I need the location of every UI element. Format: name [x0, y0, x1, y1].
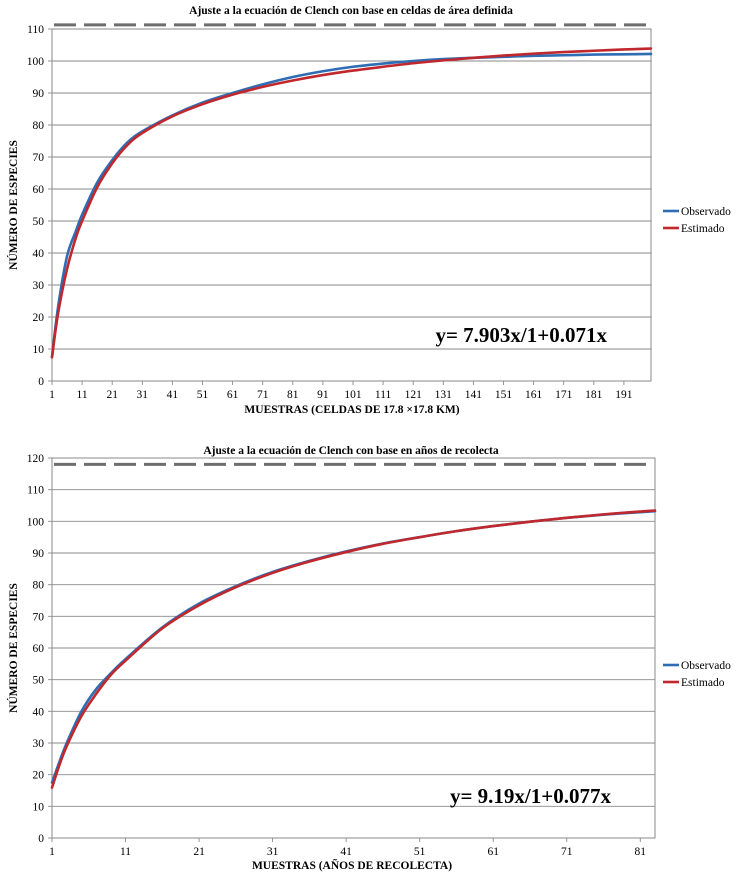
y-tick-label: 20 — [33, 312, 45, 324]
x-tick-label: 1 — [49, 389, 55, 401]
legend-label-observado: Observado — [681, 206, 731, 218]
y-tick-label: 90 — [33, 548, 45, 560]
equation-label: y= 7.903x/1+0.071x — [435, 323, 607, 347]
y-axis-label: NÚMERO DE ESPECIES — [6, 140, 20, 270]
x-tick-label: 1 — [49, 846, 55, 858]
chart-title: Ajuste a la ecuación de Clench con base … — [203, 445, 498, 457]
chart-anos: Ajuste a la ecuación de Clench con base … — [0, 445, 737, 881]
y-tick-label: 30 — [33, 280, 45, 292]
y-tick-label: 10 — [33, 801, 45, 813]
x-tick-label: 21 — [106, 389, 118, 401]
x-tick-label: 91 — [317, 389, 329, 401]
x-tick-label: 31 — [137, 389, 149, 401]
equation-label: y= 9.19x/1+0.077x — [450, 784, 612, 808]
x-tick-label: 71 — [561, 846, 573, 858]
series-line-estimado — [50, 509, 657, 789]
x-tick-label: 181 — [585, 389, 603, 401]
y-tick-label: 80 — [33, 580, 45, 592]
x-tick-label: 21 — [193, 846, 205, 858]
x-tick-label: 31 — [267, 846, 279, 858]
y-tick-label: 90 — [33, 88, 45, 100]
y-tick-label: 40 — [33, 248, 45, 260]
x-tick-label: 191 — [615, 389, 633, 401]
legend-label-observado: Observado — [681, 660, 731, 672]
x-tick-label: 11 — [120, 846, 131, 858]
y-tick-label: 40 — [33, 706, 45, 718]
series-line-estimado — [50, 47, 653, 359]
y-tick-label: 70 — [33, 152, 45, 164]
x-tick-label: 121 — [405, 389, 423, 401]
y-tick-label: 80 — [33, 120, 45, 132]
x-tick-label: 111 — [375, 389, 392, 401]
chart-celdas: Ajuste a la ecuación de Clench con base … — [0, 0, 737, 430]
x-tick-label: 81 — [635, 846, 647, 858]
x-tick-label: 171 — [555, 389, 573, 401]
y-tick-label: 120 — [27, 453, 45, 465]
x-tick-label: 141 — [465, 389, 483, 401]
y-tick-label: 30 — [33, 738, 45, 750]
x-tick-label: 131 — [435, 389, 453, 401]
x-tick-label: 61 — [487, 846, 499, 858]
series-line-observado — [50, 52, 653, 359]
x-tick-label: 61 — [227, 389, 239, 401]
y-axis-label: NÚMERO DE ESPECIES — [6, 583, 20, 713]
x-tick-label: 51 — [197, 389, 209, 401]
chart-celdas-svg: Ajuste a la ecuación de Clench con base … — [6, 5, 731, 416]
x-tick-label: 151 — [495, 389, 513, 401]
y-tick-label: 0 — [38, 376, 44, 388]
y-tick-label: 60 — [33, 643, 45, 655]
chart-anos-svg: Ajuste a la ecuación de Clench con base … — [6, 445, 731, 872]
x-tick-label: 11 — [77, 389, 88, 401]
y-tick-label: 110 — [27, 24, 44, 36]
x-tick-label: 71 — [257, 389, 269, 401]
x-axis-label: MUESTRAS (AÑOS DE RECOLECTA) — [252, 858, 452, 872]
x-tick-label: 51 — [414, 846, 426, 858]
legend-label-estimado: Estimado — [681, 223, 725, 235]
x-axis-label: MUESTRAS (CELDAS DE 17.8 ×17.8 KM) — [244, 404, 459, 416]
y-tick-label: 50 — [33, 675, 45, 687]
x-tick-label: 41 — [167, 389, 179, 401]
y-tick-label: 70 — [33, 611, 45, 623]
legend-label-estimado: Estimado — [681, 677, 725, 689]
x-tick-label: 81 — [287, 389, 299, 401]
y-tick-label: 50 — [33, 216, 45, 228]
y-tick-label: 60 — [33, 184, 45, 196]
x-tick-label: 101 — [344, 389, 362, 401]
y-tick-label: 100 — [27, 516, 45, 528]
x-tick-label: 161 — [525, 389, 543, 401]
y-tick-label: 20 — [33, 770, 45, 782]
y-tick-label: 0 — [38, 833, 44, 845]
y-tick-label: 100 — [27, 56, 45, 68]
y-tick-label: 110 — [27, 485, 44, 497]
x-tick-label: 41 — [340, 846, 352, 858]
chart-title: Ajuste a la ecuación de Clench con base … — [189, 5, 513, 17]
y-tick-label: 10 — [33, 344, 45, 356]
